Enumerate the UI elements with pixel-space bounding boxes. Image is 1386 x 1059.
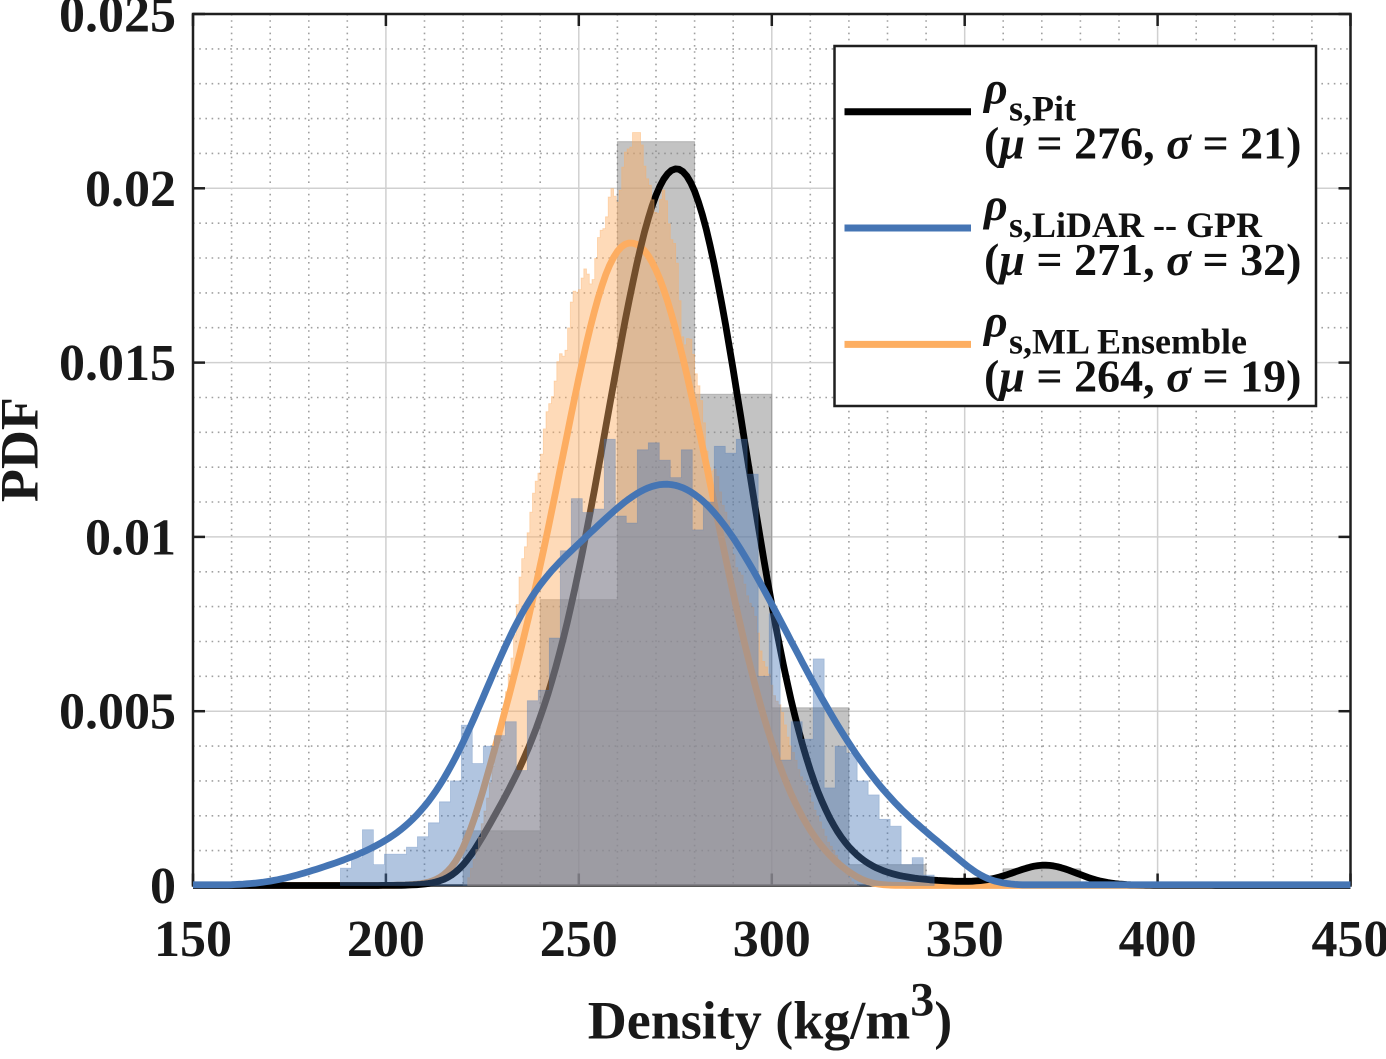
svg-text:0.02: 0.02 xyxy=(85,161,176,218)
svg-text:200: 200 xyxy=(347,911,425,968)
svg-text:ρ: ρ xyxy=(982,179,1008,230)
svg-text:400: 400 xyxy=(1119,911,1197,968)
svg-text:PDF: PDF xyxy=(0,397,50,502)
svg-text:0: 0 xyxy=(150,858,176,915)
svg-text:350: 350 xyxy=(926,911,1004,968)
svg-text:450: 450 xyxy=(1312,911,1386,968)
svg-text:(μ = 271, σ = 32): (μ = 271, σ = 32) xyxy=(984,234,1301,285)
svg-text:ρ: ρ xyxy=(982,295,1008,346)
svg-text:(μ = 276, σ = 21): (μ = 276, σ = 21) xyxy=(984,118,1301,169)
svg-text:300: 300 xyxy=(733,911,811,968)
svg-text:0.01: 0.01 xyxy=(85,509,176,566)
svg-text:0.025: 0.025 xyxy=(59,0,176,44)
svg-text:(μ = 264, σ = 19): (μ = 264, σ = 19) xyxy=(984,350,1301,401)
svg-text:150: 150 xyxy=(154,911,232,968)
svg-text:0.015: 0.015 xyxy=(59,335,176,392)
svg-text:250: 250 xyxy=(540,911,618,968)
svg-text:ρ: ρ xyxy=(982,63,1008,114)
svg-text:0.005: 0.005 xyxy=(59,684,176,741)
